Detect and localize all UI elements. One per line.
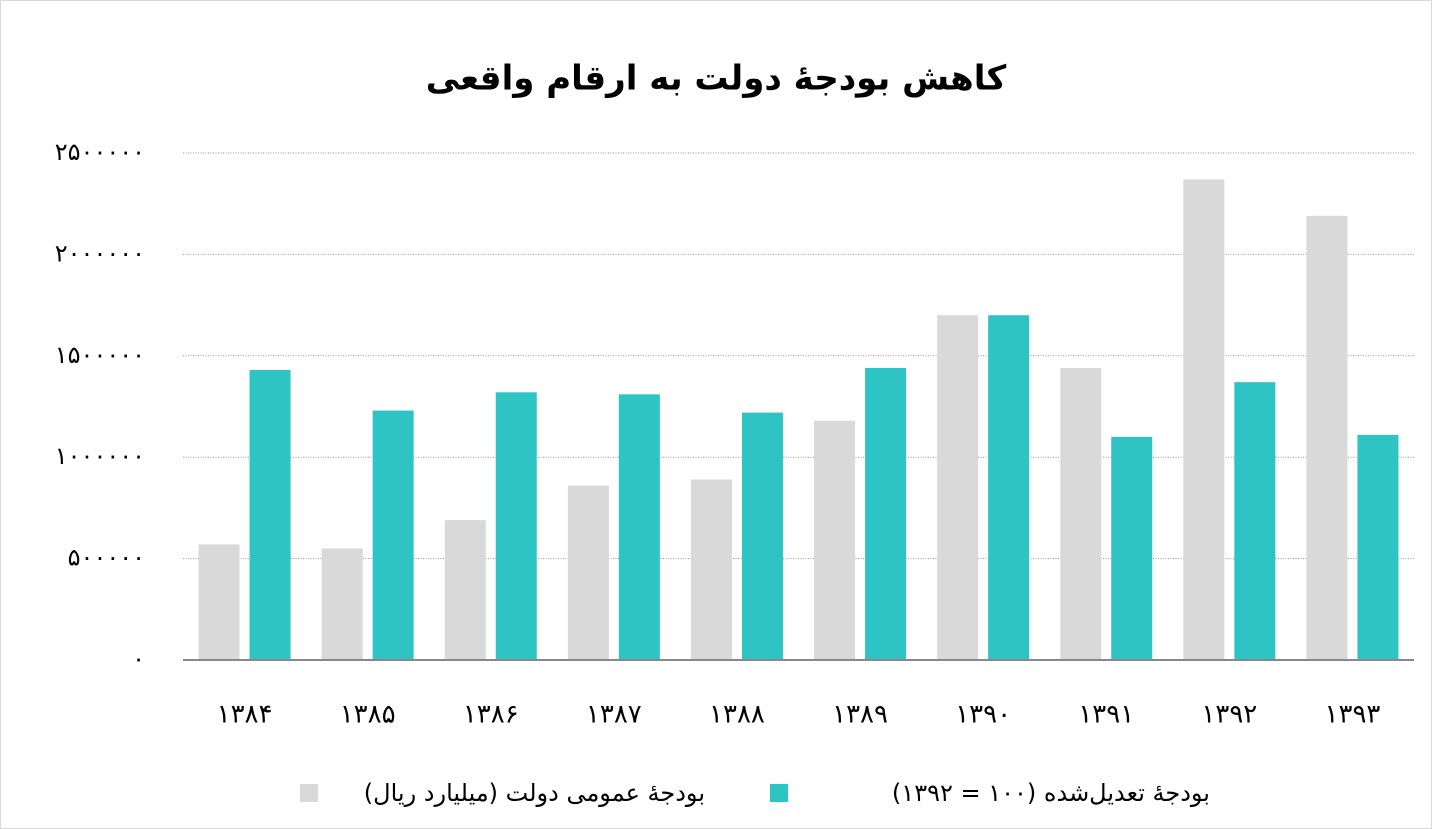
bar	[814, 420, 856, 660]
x-tick-label: ۱۳۸۵	[340, 700, 396, 730]
bar	[618, 394, 660, 660]
bar	[444, 520, 486, 660]
y-tick-label: ۱۵۰۰۰۰۰	[55, 341, 145, 369]
bar	[321, 548, 363, 660]
bar	[1357, 434, 1399, 660]
y-tick-label: ۱۰۰۰۰۰۰	[55, 442, 145, 470]
bar	[741, 412, 783, 660]
bar	[1060, 367, 1102, 660]
bar	[495, 392, 537, 660]
x-tick-label: ۱۳۸۸	[709, 700, 765, 730]
bar	[198, 544, 240, 660]
x-tick-label: ۱۳۸۴	[217, 700, 273, 730]
x-tick-label: ۱۳۸۷	[586, 700, 642, 730]
bar	[372, 410, 414, 660]
bar	[690, 479, 732, 660]
x-tick-label: ۱۳۹۲	[1201, 700, 1257, 730]
bar	[1306, 215, 1348, 661]
x-tick-label: ۱۳۹۱	[1078, 700, 1134, 730]
y-tick-label: ۲۵۰۰۰۰۰	[55, 138, 145, 166]
bar	[1183, 179, 1225, 660]
x-tick-label: ۱۳۹۰	[955, 700, 1011, 730]
bar	[567, 485, 609, 660]
chart-title: کاهش بودجهٔ دولت به ارقام واقعی	[426, 59, 1007, 99]
bar	[249, 369, 291, 660]
bar	[865, 367, 907, 660]
x-tick-label: ۱۳۸۹	[832, 700, 888, 730]
y-tick-label: ۲۰۰۰۰۰۰	[55, 239, 145, 267]
legend-swatch	[300, 784, 318, 802]
x-tick-label: ۱۳۹۳	[1325, 700, 1381, 730]
legend-swatch	[770, 784, 788, 802]
bar	[988, 315, 1030, 660]
bar	[1111, 436, 1153, 660]
legend-label: بودجهٔ تعدیل‌شده (۱۰۰ = ۱۳۹۲)	[892, 779, 1210, 807]
bar	[937, 315, 979, 660]
bar	[1234, 382, 1276, 660]
x-tick-label: ۱۳۸۶	[463, 700, 519, 730]
y-tick-label: ۰	[132, 645, 145, 673]
y-tick-label: ۵۰۰۰۰۰	[68, 544, 145, 572]
legend-label: بودجهٔ عمومی دولت (میلیارد ریال)	[364, 779, 705, 807]
